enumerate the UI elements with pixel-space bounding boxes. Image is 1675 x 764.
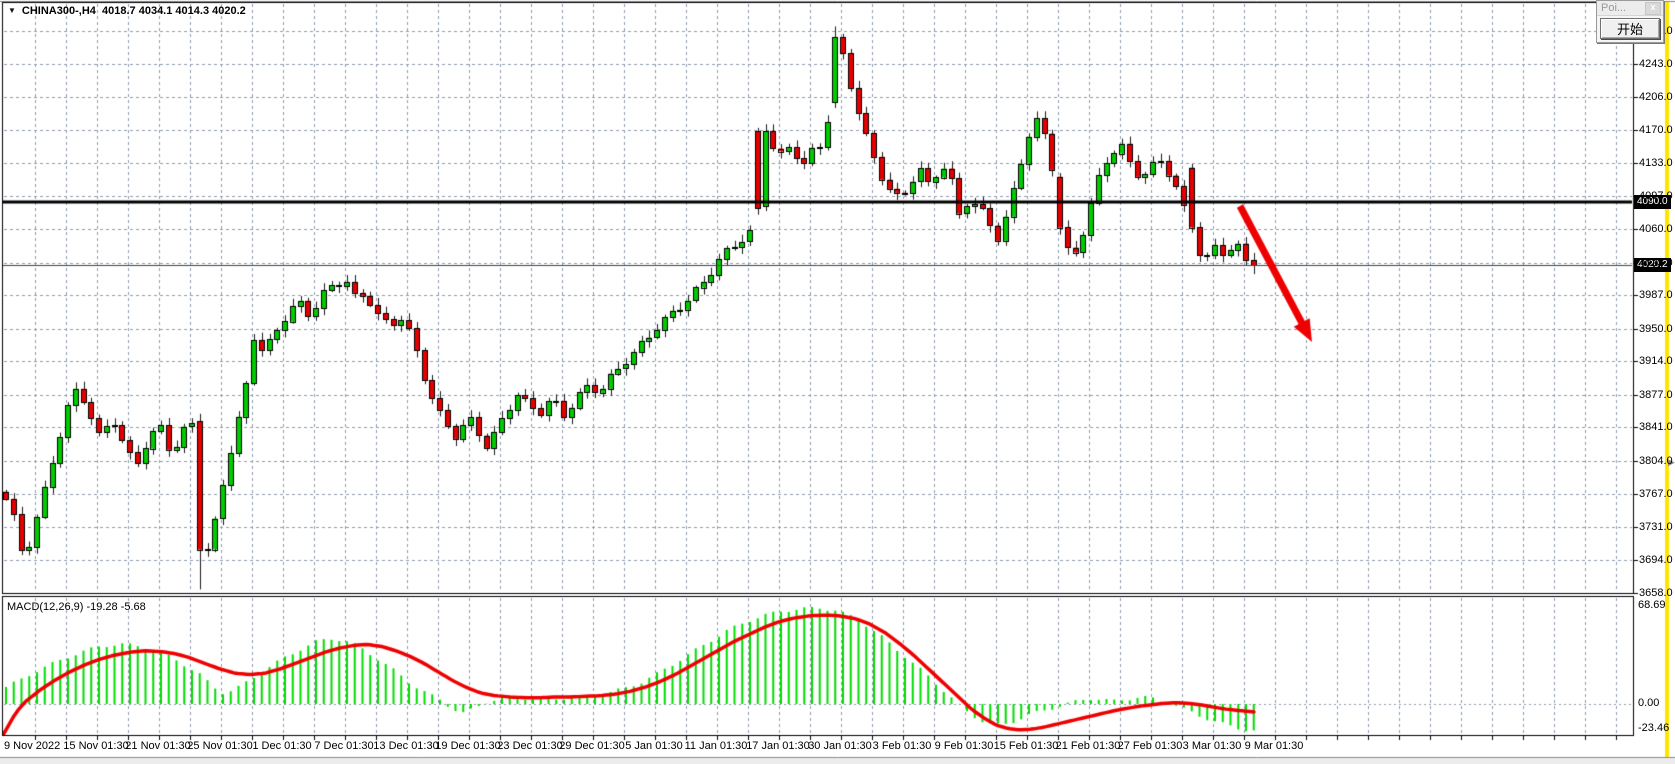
- close-icon[interactable]: x: [1645, 1, 1661, 15]
- price-axis-label: 4023.0: [1639, 256, 1673, 269]
- date-axis-label: 21 Feb 01:30: [1055, 740, 1121, 752]
- price-axis-label: 3731.0: [1639, 520, 1673, 533]
- price-axis-label: 3877.0: [1639, 388, 1673, 401]
- chart-title: ▼ CHINA300-,H4 4018.7 4034.1 4014.3 4020.…: [8, 5, 246, 17]
- price-axis-label: 3987.0: [1639, 289, 1673, 302]
- price-axis-label: 3658.0: [1639, 587, 1673, 599]
- bid-price-tag: 4020.2: [1634, 258, 1671, 273]
- symbol-dropdown-icon[interactable]: ▼: [8, 6, 16, 15]
- date-axis-label: 7 Dec 01:30: [314, 740, 374, 752]
- date-axis-label: 1 Dec 01:30: [252, 740, 312, 752]
- date-axis-label: 30 Jan 01:30: [808, 740, 872, 752]
- price-axis-label: 3950.0: [1639, 322, 1673, 335]
- symbol-timeframe-label: CHINA300-,H4: [21, 5, 96, 17]
- date-axis-label: 3 Mar 01:30: [1182, 740, 1242, 752]
- price-axis-label: 3767.0: [1639, 488, 1673, 501]
- date-axis-label: 29 Dec 01:30: [559, 740, 625, 752]
- macd-axis-max-label: 68.69: [1638, 599, 1666, 611]
- date-axis-label: 11 Jan 01:30: [684, 740, 748, 752]
- date-axis-label: 25 Nov 01:30: [187, 740, 253, 752]
- price-axis-label: 4097.0: [1639, 189, 1673, 202]
- date-axis-label: 3 Feb 01:30: [872, 740, 932, 752]
- date-axis-label: 13 Dec 01:30: [373, 740, 439, 752]
- price-axis-label: 3841.0: [1639, 421, 1673, 434]
- popup-window: Poi... x 开始: [1596, 0, 1664, 43]
- price-axis-label: 3694.0: [1639, 554, 1673, 567]
- macd-axis-min-label: -23.46: [1638, 722, 1670, 734]
- price-axis-label: 3914.0: [1639, 355, 1673, 368]
- date-axis-label: 9 Mar 01:30: [1244, 740, 1304, 752]
- macd-axis-zero-label: 0.00: [1638, 697, 1660, 709]
- date-axis-label: 9 Nov 2022: [4, 740, 61, 752]
- price-axis-label: 4206.0: [1639, 91, 1673, 104]
- popup-titlebar[interactable]: Poi... x: [1597, 1, 1663, 16]
- date-axis-label: 9 Feb 01:30: [934, 740, 994, 752]
- start-button[interactable]: 开始: [1600, 18, 1660, 39]
- date-axis-label: 5 Jan 01:30: [625, 740, 683, 752]
- price-axis-label: 4060.0: [1639, 223, 1673, 236]
- popup-title: Poi...: [1601, 1, 1627, 14]
- date-axis-label: 19 Dec 01:30: [435, 740, 501, 752]
- price-axis-label: 4170.0: [1639, 123, 1673, 136]
- price-axis-label: 4243.0: [1639, 57, 1673, 70]
- scroll-arrow-icon[interactable]: ▶: [1668, 457, 1675, 467]
- hline-price-tag: 4090.0: [1634, 195, 1671, 210]
- price-axis-label: 4133.0: [1639, 157, 1673, 170]
- macd-indicator-label: MACD(12,26,9) -19.28 -5.68: [7, 601, 146, 613]
- date-axis-label: 23 Dec 01:30: [497, 740, 563, 752]
- popup-body: 开始: [1597, 16, 1663, 42]
- date-axis-label: 15 Feb 01:30: [993, 740, 1059, 752]
- date-axis-label: 15 Nov 01:30: [63, 740, 129, 752]
- date-axis-label: 21 Nov 01:30: [125, 740, 191, 752]
- price-axis-label: 3804.0: [1639, 454, 1673, 467]
- ohlc-values-label: 4018.7 4034.1 4014.3 4020.2: [102, 5, 246, 17]
- date-axis-label: 27 Feb 01:30: [1117, 740, 1183, 752]
- date-axis-label: 17 Jan 01:30: [746, 740, 810, 752]
